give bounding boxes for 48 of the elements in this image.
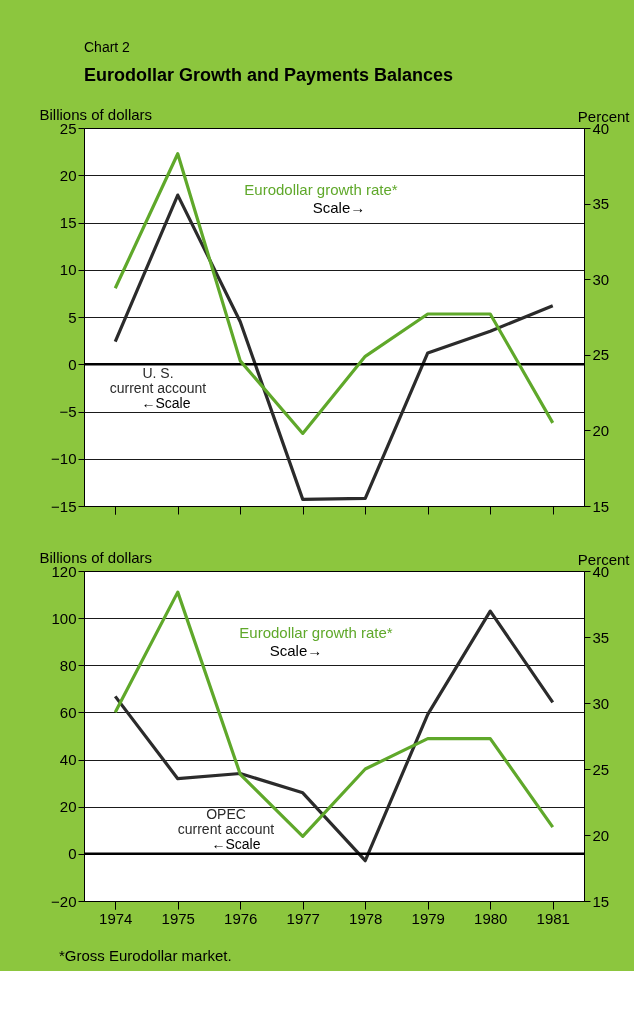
- x-tick-label: 1979: [411, 909, 445, 927]
- x-tick-label: 1974: [99, 909, 133, 927]
- y-tick-label: 0: [68, 845, 77, 863]
- y-tick-label: 40: [59, 751, 77, 769]
- y2-tick-label: 30: [592, 270, 610, 288]
- y2-tick-label: 25: [592, 760, 610, 778]
- caption: Chart 2: [84, 39, 131, 55]
- y2-axis-title: Percent: [577, 107, 631, 125]
- text: Eurodollar growth rate*: [239, 624, 393, 641]
- y2-tick-label: 15: [592, 892, 610, 910]
- y2-tick-label: 20: [592, 826, 610, 844]
- x-tick-label: 1981: [536, 909, 570, 927]
- x-tick-label: 1980: [474, 909, 508, 927]
- annotation: ←Scale: [211, 836, 261, 852]
- annotation: ←Scale: [141, 395, 191, 411]
- annotation: Scale→: [312, 199, 366, 216]
- y-tick-label: 5: [68, 308, 77, 326]
- y-tick-label: 100: [51, 609, 77, 627]
- y-tick-label: 60: [59, 703, 77, 721]
- x-tick-label: 1976: [224, 909, 258, 927]
- y-tick-label: −15: [51, 497, 77, 515]
- text: *Gross Eurodollar market.: [59, 947, 232, 964]
- y-tick-label: 0: [68, 355, 77, 373]
- y-tick-label: −20: [51, 892, 77, 910]
- series-label: U. S. current account: [109, 365, 207, 396]
- y-tick-label: 20: [59, 166, 77, 184]
- y2-tick-label: 25: [592, 346, 610, 364]
- y-tick-label: 80: [59, 656, 77, 674]
- y-tick-label: −5: [59, 403, 77, 420]
- y-tick-label: 20: [59, 798, 77, 816]
- y-tick-label: 15: [59, 214, 77, 231]
- line-series: [113, 609, 555, 863]
- y2-tick-label: 30: [592, 694, 610, 712]
- y2-tick-label: 35: [592, 195, 610, 213]
- line-series: [113, 590, 555, 838]
- y-tick-label: 10: [59, 261, 77, 279]
- x-tick-label: 1978: [349, 909, 383, 927]
- y-tick-label: −10: [51, 450, 77, 468]
- annotation: Scale→: [269, 642, 323, 659]
- y2-tick-label: 20: [592, 421, 610, 439]
- x-tick-label: 1977: [286, 909, 320, 927]
- y2-tick-label: 15: [592, 497, 610, 515]
- y2-tick-label: 35: [592, 628, 610, 646]
- x-tick-label: 1975: [161, 909, 195, 927]
- chart-title: Eurodollar Growth and Payments Balances: [84, 65, 454, 85]
- series-label: OPEC current account: [177, 806, 275, 837]
- y2-axis-title: Percent: [577, 550, 631, 568]
- text: Eurodollar growth rate*: [244, 181, 398, 198]
